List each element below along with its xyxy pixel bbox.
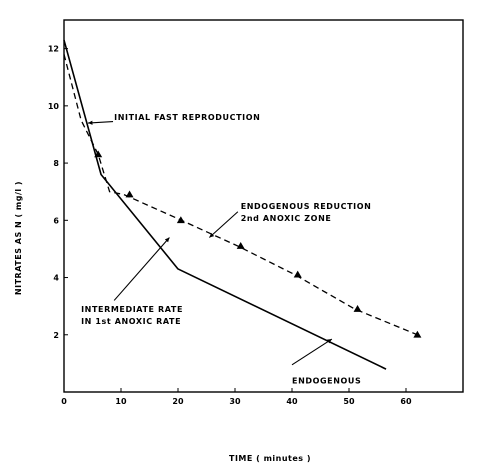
data-point-marker	[125, 190, 134, 198]
y-tick-label: 6	[53, 216, 59, 225]
data-point-marker	[413, 330, 422, 338]
x-tick-label: 20	[172, 397, 184, 406]
x-axis-ticks: 0 10 20 30 40 50 60	[61, 388, 412, 406]
axes	[63, 19, 464, 393]
y-axis-label: NITRATES AS N ( mg/l )	[14, 181, 23, 295]
y-tick-label: 4	[53, 274, 59, 283]
annotation-arrowhead	[326, 339, 332, 344]
data-point-marker	[176, 216, 185, 224]
x-tick-label: 40	[286, 397, 298, 406]
y-tick-label: 12	[48, 45, 59, 54]
x-tick-label: 50	[343, 397, 355, 406]
plot-frame	[63, 19, 464, 393]
annotation-arrowhead	[164, 237, 170, 243]
data-point-marker	[293, 270, 302, 278]
annotation-label-line2: 2nd ANOXIC ZONE	[241, 214, 332, 223]
data-point-marker	[353, 305, 362, 312]
annotation-leader	[208, 211, 239, 238]
annotation-label: INITIAL FAST REPRODUCTION	[114, 113, 260, 122]
annotation-leader	[113, 237, 170, 301]
x-tick-label: 60	[400, 397, 412, 406]
data-point-marker	[94, 150, 103, 158]
y-tick-label: 2	[53, 331, 59, 340]
x-tick-label: 10	[115, 397, 127, 406]
y-axis-ticks: 2 4 6 8 10 12	[48, 45, 68, 340]
y-tick-label: 8	[53, 159, 59, 168]
series-layer	[63, 39, 422, 370]
y-tick-label: 10	[48, 102, 60, 111]
annotation-label-line2: IN 1st ANOXIC RATE	[81, 317, 181, 326]
x-tick-label: 0	[61, 397, 67, 406]
series-line-dashed	[63, 54, 418, 336]
annotation-label: ENDOGENOUS	[292, 376, 361, 385]
annotation-leader	[291, 338, 333, 366]
annotation-label: INTERMEDIATE RATE	[81, 305, 183, 314]
x-tick-label: 30	[229, 397, 241, 406]
annotation-label: ENDOGENOUS REDUCTION	[241, 202, 372, 211]
annotation-arrowhead	[87, 120, 93, 125]
annotation-arrowhead	[209, 232, 215, 238]
data-point-marker	[236, 242, 245, 249]
annotation-layer: INITIAL FAST REPRODUCTION ENDOGENOUS REDU…	[81, 113, 371, 385]
x-axis-label: TIME ( minutes )	[229, 454, 311, 463]
series-line-solid	[63, 39, 387, 370]
